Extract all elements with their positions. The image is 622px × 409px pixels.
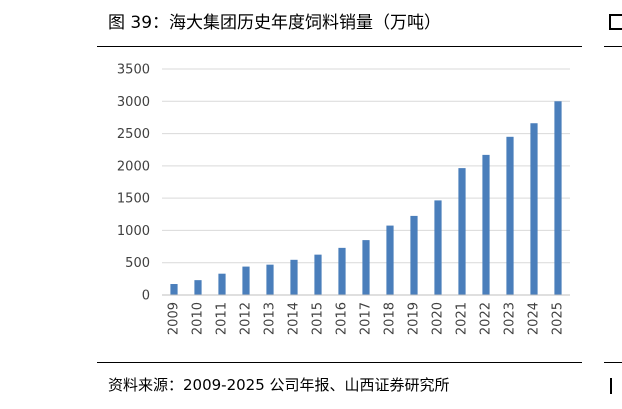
bar: [410, 215, 418, 295]
y-tick-label: 1000: [117, 224, 150, 239]
x-tick-label: 2025: [551, 302, 566, 335]
x-tick-label: 2018: [383, 302, 398, 335]
adjacent-source-edge: [610, 378, 622, 394]
bar: [266, 264, 274, 295]
bar: [434, 200, 442, 295]
x-tick-label: 2012: [239, 302, 254, 335]
bar: [362, 240, 370, 295]
adjacent-source-rule: [604, 362, 622, 363]
x-tick-label: 2020: [431, 302, 446, 335]
source-rule: [97, 362, 582, 363]
bar: [506, 136, 514, 295]
x-tick-label: 2010: [191, 302, 206, 335]
bar: [170, 284, 178, 295]
y-tick-label: 500: [125, 256, 150, 271]
bar: [554, 101, 562, 296]
bar: [242, 266, 250, 295]
bar: [530, 123, 538, 296]
y-tick-label: 3500: [117, 63, 150, 78]
adjacent-figure-edge: [609, 14, 622, 30]
y-tick-label: 1500: [117, 192, 150, 207]
y-tick-label: 2000: [117, 159, 150, 174]
bar: [338, 247, 346, 295]
x-tick-label: 2015: [311, 302, 326, 335]
bar: [482, 154, 490, 295]
x-tick-label: 2021: [455, 302, 470, 335]
x-tick-label: 2013: [263, 302, 278, 335]
y-tick-label: 2500: [117, 127, 150, 142]
x-tick-label: 2011: [215, 302, 230, 335]
x-tick-label: 2022: [479, 302, 494, 335]
y-axis-tick-labels: 0 500 1000 1500 2000 2500 3000 3500: [117, 63, 150, 304]
x-tick-label: 2019: [407, 302, 422, 335]
y-tick-label: 3000: [117, 95, 150, 110]
bar: [458, 168, 466, 295]
grid-lines: [162, 68, 570, 264]
x-tick-label: 2016: [335, 302, 350, 335]
x-tick-label: 2017: [359, 302, 374, 335]
bar: [194, 280, 202, 295]
x-tick-label: 2009: [167, 302, 182, 335]
y-tick-label: 0: [142, 289, 150, 304]
bar: [290, 259, 298, 295]
title-rule: [97, 46, 582, 47]
x-axis-tick-labels: 2009 2010 2011 2012 2013 2014 2015 2016 2017 2018…: [167, 302, 566, 335]
bar: [314, 254, 322, 295]
x-tick-label: 2023: [503, 302, 518, 335]
source-note: 资料来源：2009-2025 公司年报、山西证券研究所: [108, 376, 450, 394]
bar: [218, 273, 226, 295]
figure-title: 图 39：海大集团历史年度饲料销量（万吨）: [108, 13, 442, 33]
bar: [386, 225, 394, 295]
x-tick-label: 2014: [287, 302, 302, 335]
x-tick-label: 2024: [527, 302, 542, 335]
adjacent-title-rule: [604, 46, 622, 47]
bars: [170, 101, 562, 296]
